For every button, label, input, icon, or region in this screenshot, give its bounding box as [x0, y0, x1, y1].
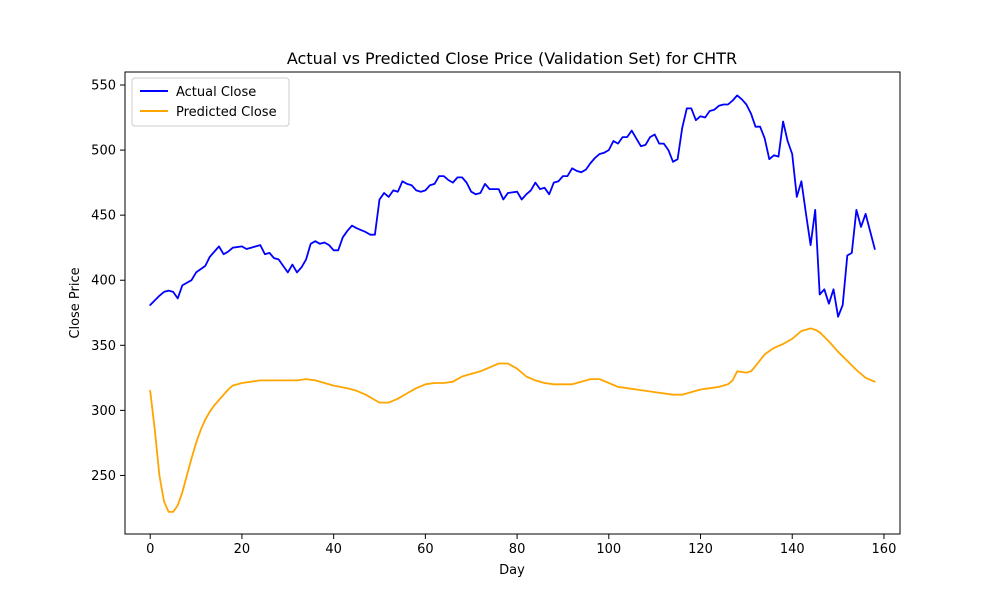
x-tick-label: 160 [872, 542, 897, 557]
y-tick-label: 300 [91, 404, 116, 419]
legend-label-predicted: Predicted Close [176, 105, 277, 120]
plot-frame [124, 71, 901, 535]
y-tick-label: 400 [91, 274, 116, 289]
y-tick-label: 450 [91, 209, 116, 224]
series-line-actual [149, 94, 876, 318]
x-tick-label: 40 [325, 542, 342, 557]
series-line-predicted [149, 327, 876, 513]
x-tick-label: 120 [688, 542, 713, 557]
legend: Actual Close Predicted Close [131, 77, 290, 127]
series-layer [149, 94, 876, 513]
legend-label-actual: Actual Close [176, 85, 256, 100]
plot-area [124, 71, 901, 535]
y-tick-label: 250 [91, 469, 116, 484]
x-tick-label: 60 [417, 542, 434, 557]
y-tick-label: 500 [91, 144, 116, 159]
chart-title: Actual vs Predicted Close Price (Validat… [287, 49, 737, 68]
y-tick-label: 550 [91, 79, 116, 94]
x-tick-label: 100 [596, 542, 621, 557]
x-axis-title: Day [499, 563, 525, 578]
y-axis: 250 300 350 400 450 500 550 [91, 79, 125, 484]
legend-box [131, 77, 290, 127]
x-tick-label: 20 [234, 542, 251, 557]
x-tick-label: 140 [780, 542, 805, 557]
y-tick-label: 350 [91, 339, 116, 354]
x-tick-label: 80 [509, 542, 526, 557]
x-axis: 0 20 40 60 80 100 120 140 160 [146, 534, 896, 557]
y-axis-title: Close Price [68, 267, 83, 338]
x-tick-label: 0 [146, 542, 154, 557]
